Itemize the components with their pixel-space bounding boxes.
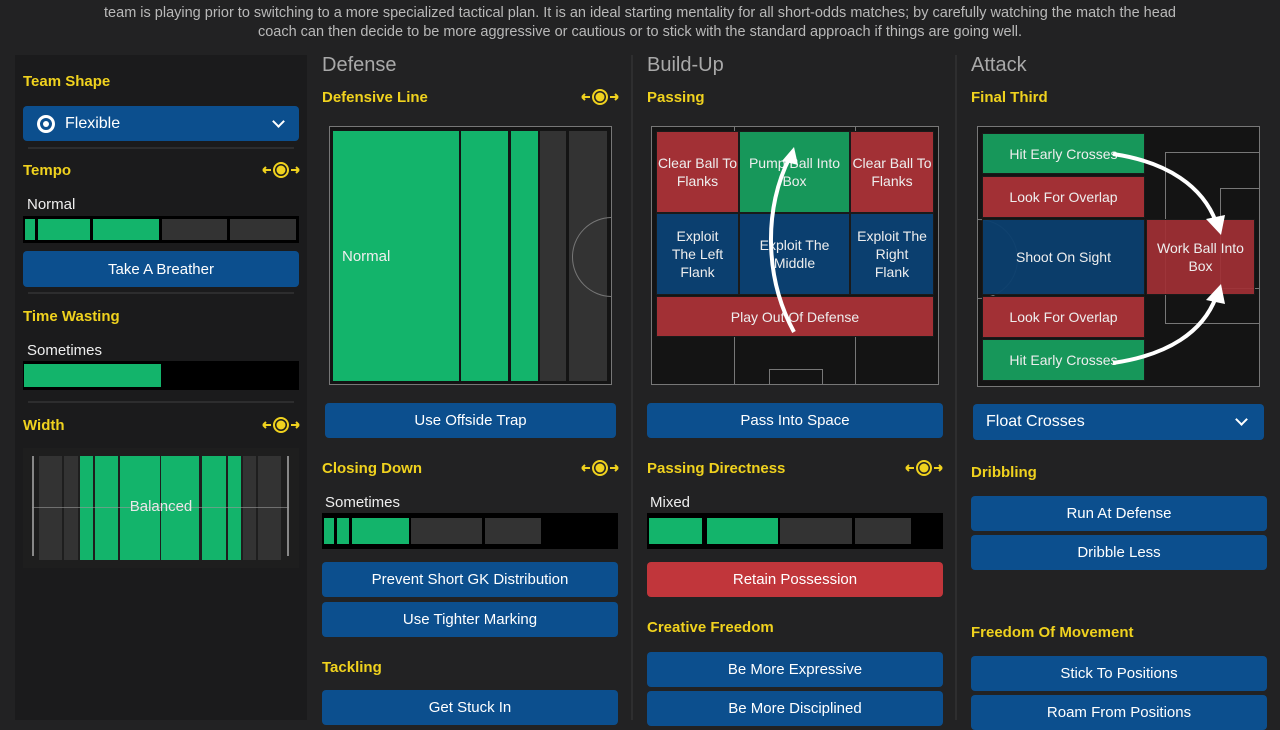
instruction-slider-icon[interactable] (905, 460, 943, 476)
final-third-heading: Final Third (971, 89, 1048, 106)
closing-down-heading: Closing Down (322, 460, 422, 477)
defensive-line-pitch[interactable]: Normal (329, 126, 612, 385)
get-stuck-in-button[interactable]: Get Stuck In (322, 690, 618, 725)
chevron-down-icon (1235, 413, 1248, 426)
crossing-dropdown[interactable]: Float Crosses (973, 404, 1264, 440)
defense-title: Defense (322, 54, 397, 76)
final-third-zone[interactable]: Shoot On Sight (982, 219, 1145, 295)
passing-zone[interactable]: Exploit The Right Flank (850, 213, 934, 295)
time-wasting-bar[interactable] (23, 361, 299, 390)
instruction-slider-icon[interactable] (581, 460, 619, 476)
description-line: team is playing prior to switching to a … (104, 5, 1176, 21)
final-third-zone[interactable]: Look For Overlap (982, 296, 1145, 338)
cross-arrows-icon (1112, 152, 1225, 365)
be-more-expressive-button[interactable]: Be More Expressive (647, 652, 943, 687)
final-third-zone[interactable]: Look For Overlap (982, 176, 1145, 218)
stick-to-positions-button[interactable]: Stick To Positions (971, 656, 1267, 691)
chevron-down-icon (272, 114, 285, 128)
defensive-line-value: Normal (342, 248, 391, 265)
passing-heading: Passing (647, 89, 705, 106)
tempo-heading: Tempo (23, 162, 72, 179)
time-wasting-value: Sometimes (27, 342, 103, 359)
closing-down-value: Sometimes (325, 494, 401, 511)
instruction-slider-icon[interactable] (262, 162, 300, 178)
final-third-zone[interactable]: Hit Early Crosses (982, 339, 1145, 381)
dribbling-heading: Dribbling (971, 464, 1037, 481)
team-shape-dropdown[interactable]: Flexible (23, 106, 299, 141)
mentality-description: team is playing prior to switching to a … (0, 0, 1280, 42)
crossing-value: Float Crosses (986, 413, 1085, 430)
run-at-defense-button[interactable]: Run At Defense (971, 496, 1267, 531)
description-line: coach can then decide to be more aggress… (257, 24, 1023, 40)
passing-directness-value: Mixed (650, 494, 691, 511)
passing-pitch: Clear Ball To Flanks Pump Ball Into Box … (651, 126, 939, 385)
passing-directness-heading: Passing Directness (647, 460, 786, 477)
creative-freedom-heading: Creative Freedom (647, 619, 774, 636)
freedom-of-movement-heading: Freedom Of Movement (971, 624, 1134, 641)
time-wasting-heading: Time Wasting (23, 308, 120, 325)
team-shape-heading: Team Shape (23, 73, 111, 90)
pass-arrow-icon (769, 147, 798, 333)
retain-possession-button[interactable]: Retain Possession (647, 562, 943, 597)
width-heading: Width (23, 417, 65, 434)
instruction-slider-icon[interactable] (262, 417, 300, 433)
take-a-breather-button[interactable]: Take A Breather (23, 251, 299, 287)
use-offside-trap-button[interactable]: Use Offside Trap (325, 403, 616, 438)
prevent-short-gk-distribution-button[interactable]: Prevent Short GK Distribution (322, 562, 618, 597)
use-tighter-marking-button[interactable]: Use Tighter Marking (322, 602, 618, 637)
passing-zone[interactable]: Clear Ball To Flanks (850, 131, 934, 213)
closing-down-bar[interactable] (322, 513, 618, 549)
attack-title: Attack (971, 54, 1027, 76)
passing-zone[interactable]: Exploit The Middle (739, 213, 850, 295)
passing-zone[interactable]: Exploit The Left Flank (656, 213, 739, 295)
build-up-title: Build-Up (647, 54, 724, 76)
instruction-slider-icon[interactable] (581, 89, 619, 105)
tempo-value: Normal (27, 196, 76, 213)
be-more-disciplined-button[interactable]: Be More Disciplined (647, 691, 943, 726)
tackling-heading: Tackling (322, 659, 382, 676)
team-shape-value: Flexible (65, 114, 121, 132)
pass-into-space-button[interactable]: Pass Into Space (647, 403, 943, 438)
final-third-pitch: Hit Early Crosses Look For Overlap Shoot… (977, 126, 1260, 387)
tempo-bar[interactable] (23, 216, 299, 243)
defensive-line-heading: Defensive Line (322, 89, 428, 106)
roam-from-positions-button[interactable]: Roam From Positions (971, 695, 1267, 730)
dribble-less-button[interactable]: Dribble Less (971, 535, 1267, 570)
width-value: Balanced (129, 498, 193, 515)
final-third-zone[interactable]: Work Ball Into Box (1146, 219, 1255, 295)
target-icon (37, 114, 55, 133)
passing-directness-bar[interactable] (647, 513, 943, 549)
passing-zone[interactable]: Clear Ball To Flanks (656, 131, 739, 213)
width-pitch[interactable]: Balanced (23, 448, 299, 568)
passing-zone[interactable]: Pump Ball Into Box (739, 131, 850, 213)
